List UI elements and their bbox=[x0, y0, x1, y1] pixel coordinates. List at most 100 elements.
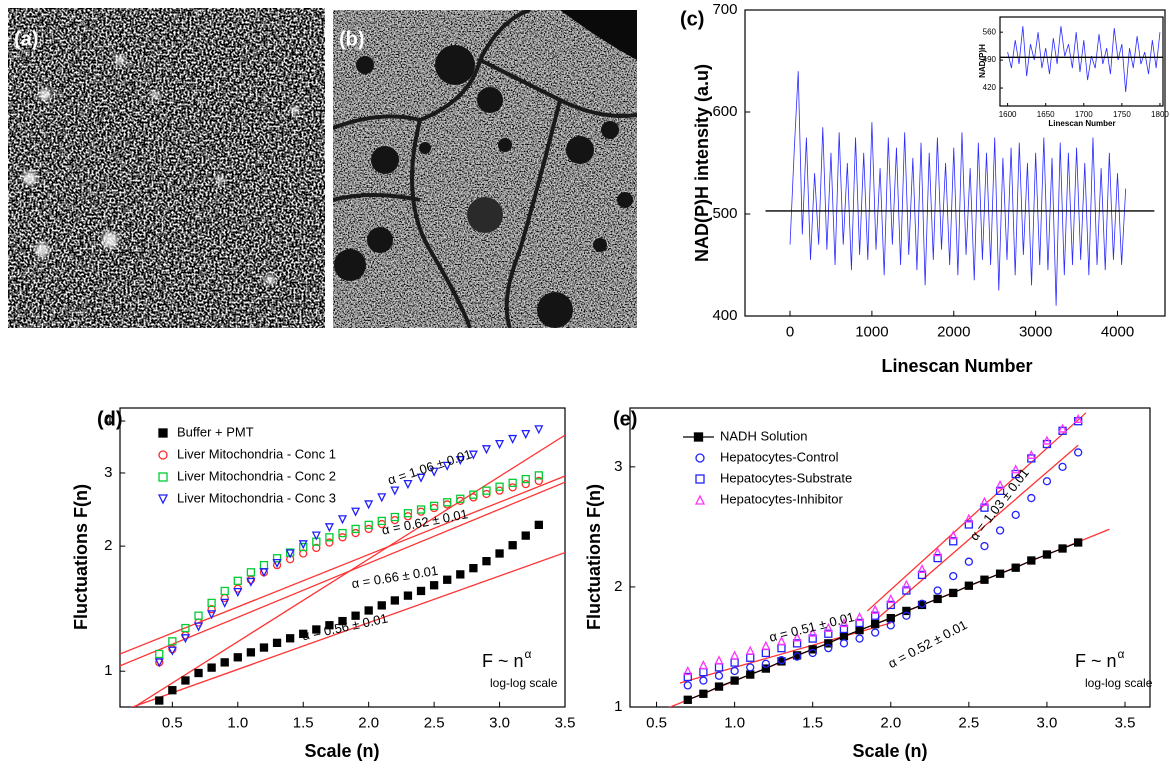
legend-marker bbox=[693, 432, 704, 442]
x-tick-label: 2.5 bbox=[424, 714, 445, 731]
data-point bbox=[299, 629, 308, 638]
data-point bbox=[521, 429, 531, 440]
x-tick-label: 1.0 bbox=[227, 714, 248, 731]
data-point bbox=[901, 579, 911, 589]
data-point bbox=[337, 515, 348, 525]
x-tick-label: 1.5 bbox=[802, 714, 823, 731]
data-point bbox=[390, 596, 400, 605]
data-point bbox=[416, 473, 426, 483]
panel-label: (b) bbox=[339, 28, 365, 50]
data-point bbox=[824, 639, 833, 648]
data-point bbox=[207, 663, 216, 672]
y-tick-label: 500 bbox=[712, 205, 737, 222]
y-tick-label: 4 bbox=[104, 412, 112, 429]
data-point bbox=[871, 628, 880, 637]
x-tick-label: 1650 bbox=[1037, 110, 1055, 119]
x-tick-label: 0 bbox=[786, 323, 794, 340]
data-point bbox=[521, 474, 530, 484]
legend-label: Liver Mitochondria - Conc 3 bbox=[177, 490, 336, 505]
plot-area bbox=[1000, 26, 1163, 93]
panel-label: (d) bbox=[97, 408, 123, 430]
fit-line bbox=[133, 434, 565, 707]
data-point bbox=[181, 676, 190, 685]
y-axis-label: NAD(P)H bbox=[978, 44, 987, 78]
data-point bbox=[272, 638, 282, 648]
data-point bbox=[207, 598, 216, 608]
x-tick-label: 4000 bbox=[1101, 323, 1134, 340]
legend-marker bbox=[158, 450, 168, 460]
data-point bbox=[871, 619, 880, 629]
data-point bbox=[902, 586, 911, 595]
data-point bbox=[855, 625, 864, 635]
data-point bbox=[272, 558, 282, 569]
data-point bbox=[1027, 493, 1036, 503]
data-point bbox=[839, 639, 849, 648]
x-tick-label: 2.0 bbox=[358, 714, 379, 731]
data-point bbox=[980, 541, 989, 551]
data-point bbox=[167, 646, 177, 656]
legend-marker bbox=[157, 494, 169, 505]
data-point bbox=[776, 636, 787, 646]
data-point bbox=[714, 655, 724, 665]
panel-label: (c) bbox=[680, 8, 704, 30]
data-point bbox=[364, 500, 374, 510]
data-point bbox=[683, 672, 692, 682]
data-point bbox=[325, 533, 334, 542]
data-point bbox=[364, 520, 373, 530]
data-point bbox=[1026, 449, 1036, 459]
y-tick-label: 1 bbox=[614, 698, 622, 715]
data-point bbox=[949, 571, 958, 581]
data-point bbox=[855, 634, 864, 643]
data-point bbox=[871, 611, 880, 620]
data-point bbox=[823, 622, 833, 632]
data-point bbox=[995, 479, 1005, 490]
data-point bbox=[979, 496, 990, 506]
data-point bbox=[429, 581, 439, 590]
data-point bbox=[792, 652, 802, 661]
x-tick-label: 0.5 bbox=[646, 714, 667, 731]
data-point bbox=[745, 645, 755, 655]
data-point bbox=[1058, 462, 1067, 471]
data-point bbox=[220, 598, 230, 608]
data-point bbox=[964, 520, 974, 529]
image-b-cell-borders bbox=[333, 10, 637, 328]
data-point bbox=[233, 587, 243, 598]
legend-marker bbox=[158, 428, 168, 438]
y-tick-label: 490 bbox=[983, 55, 997, 64]
x-axis-label: Scale (n) bbox=[304, 741, 379, 761]
data-point bbox=[377, 601, 386, 610]
data-point bbox=[481, 445, 492, 455]
data-point bbox=[442, 461, 452, 471]
data-point bbox=[534, 471, 543, 480]
data-point bbox=[1011, 563, 1020, 572]
data-point bbox=[351, 611, 360, 620]
data-point bbox=[995, 526, 1005, 535]
y-tick-label: 600 bbox=[712, 103, 737, 120]
legend-label: Liver Mitochondria - Conc 1 bbox=[177, 446, 336, 461]
data-point bbox=[207, 610, 217, 620]
data-point bbox=[508, 483, 517, 492]
data-point bbox=[902, 611, 911, 620]
legend-marker bbox=[158, 472, 168, 482]
data-point bbox=[1027, 556, 1036, 565]
x-tick-label: 3.5 bbox=[555, 714, 576, 731]
data-point bbox=[964, 557, 974, 566]
x-tick-label: 3000 bbox=[1019, 323, 1052, 340]
data-point bbox=[777, 656, 786, 665]
data-point bbox=[456, 570, 465, 579]
data-point bbox=[839, 617, 849, 628]
data-point bbox=[495, 549, 504, 558]
data-point bbox=[455, 456, 465, 466]
data-point bbox=[246, 648, 256, 657]
fit-line bbox=[866, 412, 1087, 612]
data-line bbox=[789, 71, 1127, 306]
x-tick-label: 1600 bbox=[999, 110, 1017, 119]
data-point bbox=[325, 621, 334, 630]
data-point bbox=[495, 439, 505, 450]
plot-frame bbox=[119, 407, 566, 708]
data-point bbox=[220, 658, 229, 667]
y-axis-label: Fluctuations F(n) bbox=[584, 484, 604, 630]
data-point bbox=[1011, 469, 1020, 479]
data-point bbox=[1042, 435, 1052, 445]
